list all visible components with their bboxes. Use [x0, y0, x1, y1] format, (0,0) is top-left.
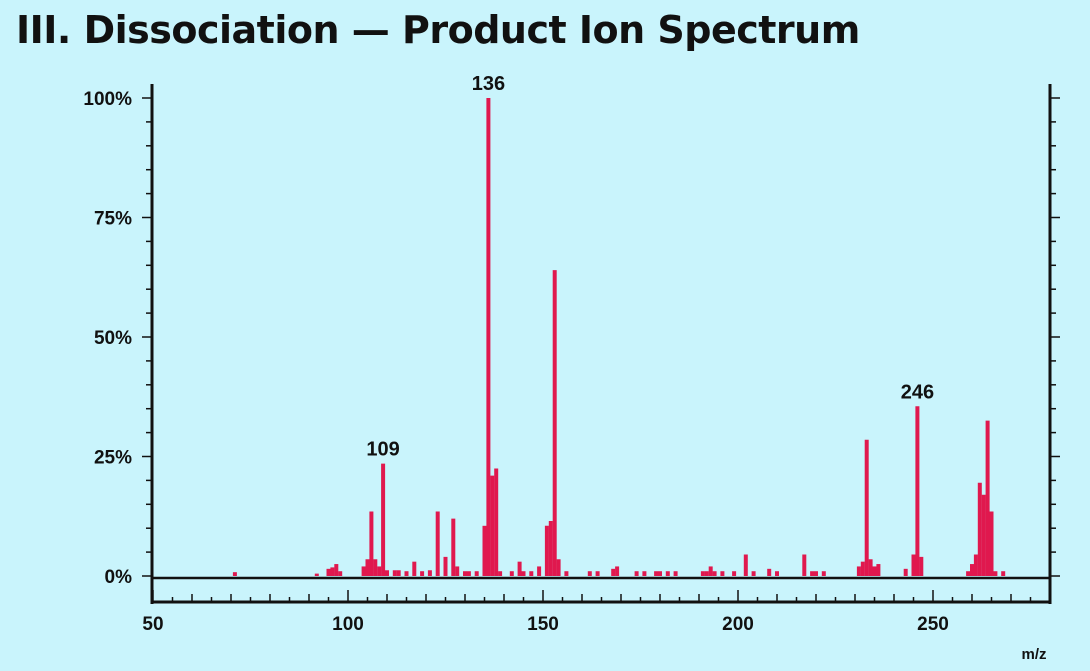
x-tick-label: 100 — [332, 614, 364, 635]
x-axis-label: m/z — [1021, 646, 1046, 663]
peak-annotation: 109 — [366, 439, 399, 461]
peak-annotation: 136 — [472, 73, 505, 95]
y-tick-label: 50% — [94, 328, 132, 349]
x-tick-label: 150 — [527, 614, 559, 635]
peak-annotation: 246 — [901, 381, 934, 403]
y-tick-label: 75% — [94, 209, 132, 230]
y-tick-label: 25% — [94, 448, 132, 469]
x-tick-label: 250 — [917, 614, 949, 635]
y-tick-label: 100% — [83, 89, 132, 110]
x-tick-label: 200 — [722, 614, 754, 635]
page-title: III. Dissociation — Product Ion Spectrum — [16, 8, 860, 52]
y-tick-label: 0% — [105, 567, 133, 588]
x-tick-label: 50 — [142, 614, 163, 635]
